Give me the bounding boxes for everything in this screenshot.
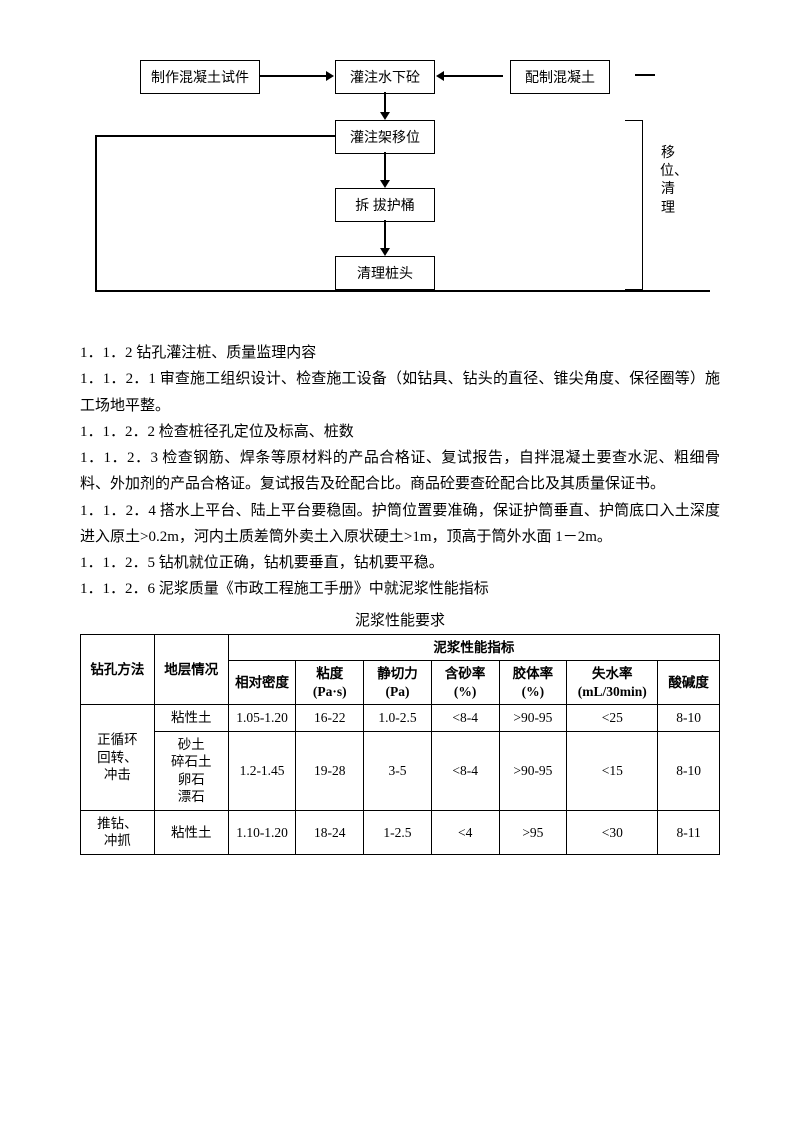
- flow-node-clean-pile-head: 清理桩头: [335, 256, 435, 290]
- cell: 3-5: [364, 731, 432, 810]
- flow-node-pour-underwater: 灌注水下砼: [335, 60, 435, 94]
- para-1-1-2-5: 1．1．2．5 钻机就位正确，钻机要垂直，钻机要平稳。: [80, 550, 720, 576]
- flow-bracket: [625, 120, 643, 290]
- cell: <15: [567, 731, 658, 810]
- cell: <25: [567, 705, 658, 732]
- col-density: 相对密度: [228, 661, 296, 705]
- para-1-1-2-3: 1．1．2．3 检查钢筋、焊条等原材料的产品合格证、复试报告，自拌混凝土要查水泥…: [80, 445, 720, 498]
- cell: >90-95: [499, 705, 567, 732]
- cell: <8-4: [431, 731, 499, 810]
- flow-edge: [443, 75, 503, 77]
- col-method: 钻孔方法: [81, 634, 155, 705]
- flow-mark: [635, 74, 655, 76]
- arrow-down-icon: [380, 248, 390, 256]
- arrow-down-icon: [380, 180, 390, 188]
- col-shear: 静切力(Pa): [364, 661, 432, 705]
- table-body: 正循环回转、冲击 粘性土 1.05-1.20 16-22 1.0-2.5 <8-…: [81, 705, 720, 855]
- col-soil: 地层情况: [154, 634, 228, 705]
- cell: 1.05-1.20: [228, 705, 296, 732]
- cell-soil: 砂土碎石土卵石漂石: [154, 731, 228, 810]
- flow-node-mix-concrete: 配制混凝土: [510, 60, 610, 94]
- table-head: 钻孔方法 地层情况 泥浆性能指标 相对密度 粘度(Pa·s) 静切力(Pa) 含…: [81, 634, 720, 705]
- flow-edge: [384, 92, 386, 114]
- cell-soil: 粘性土: [154, 705, 228, 732]
- table-row: 正循环回转、冲击 粘性土 1.05-1.20 16-22 1.0-2.5 <8-…: [81, 705, 720, 732]
- cell-soil: 粘性土: [154, 810, 228, 854]
- col-ph: 酸碱度: [658, 661, 720, 705]
- flow-edge: [95, 135, 97, 290]
- cell: 1.2-1.45: [228, 731, 296, 810]
- flowchart: 制作混凝土试件 灌注水下砼 配制混凝土 灌注架移位 拆 拔护桶 清理桩头 移位、…: [80, 60, 720, 320]
- flow-side-label: 移位、清理: [660, 145, 676, 218]
- cell: <30: [567, 810, 658, 854]
- cell: 18-24: [296, 810, 364, 854]
- para-1-1-2: 1．1．2 钻孔灌注桩、质量监理内容: [80, 340, 720, 366]
- cell: >95: [499, 810, 567, 854]
- flow-edge: [384, 152, 386, 182]
- arrow-down-icon: [380, 112, 390, 120]
- para-1-1-2-4: 1．1．2．4 搭水上平台、陆上平台要稳固。护筒位置要准确，保证护筒垂直、护筒底…: [80, 498, 720, 551]
- mud-performance-table: 钻孔方法 地层情况 泥浆性能指标 相对密度 粘度(Pa·s) 静切力(Pa) 含…: [80, 634, 720, 855]
- col-group-perf: 泥浆性能指标: [228, 634, 719, 661]
- cell: 1.10-1.20: [228, 810, 296, 854]
- flow-edge: [260, 75, 328, 77]
- cell-method: 推钻、冲抓: [81, 810, 155, 854]
- flow-node-make-specimen: 制作混凝土试件: [140, 60, 260, 94]
- para-1-1-2-1: 1．1．2．1 审查施工组织设计、检查施工设备（如钻具、钻头的直径、锥尖角度、保…: [80, 366, 720, 419]
- cell: 8-10: [658, 731, 720, 810]
- table-row: 钻孔方法 地层情况 泥浆性能指标: [81, 634, 720, 661]
- table-title: 泥浆性能要求: [80, 609, 720, 630]
- cell: 1-2.5: [364, 810, 432, 854]
- cell: >90-95: [499, 731, 567, 810]
- flow-edge: [95, 135, 335, 137]
- table-row: 推钻、冲抓 粘性土 1.10-1.20 18-24 1-2.5 <4 >95 <…: [81, 810, 720, 854]
- para-1-1-2-6: 1．1．2．6 泥浆质量《市政工程施工手册》中就泥浆性能指标: [80, 576, 720, 602]
- arrow-right-icon: [326, 71, 334, 81]
- col-gel: 胶体率(%): [499, 661, 567, 705]
- table-row: 砂土碎石土卵石漂石 1.2-1.45 19-28 3-5 <8-4 >90-95…: [81, 731, 720, 810]
- cell: 1.0-2.5: [364, 705, 432, 732]
- page: 制作混凝土试件 灌注水下砼 配制混凝土 灌注架移位 拆 拔护桶 清理桩头 移位、…: [0, 0, 800, 915]
- cell: 19-28: [296, 731, 364, 810]
- cell: <4: [431, 810, 499, 854]
- cell-method: 正循环回转、冲击: [81, 705, 155, 811]
- flow-node-remove-casing: 拆 拔护桶: [335, 188, 435, 222]
- col-viscosity: 粘度(Pa·s): [296, 661, 364, 705]
- cell: 8-10: [658, 705, 720, 732]
- flow-edge: [384, 220, 386, 250]
- col-sand: 含砂率(%): [431, 661, 499, 705]
- arrow-left-icon: [436, 71, 444, 81]
- col-waterloss: 失水率(mL/30min): [567, 661, 658, 705]
- para-1-1-2-2: 1．1．2．2 检查桩径孔定位及标高、桩数: [80, 419, 720, 445]
- cell: 8-11: [658, 810, 720, 854]
- cell: <8-4: [431, 705, 499, 732]
- cell: 16-22: [296, 705, 364, 732]
- flow-edge: [95, 290, 710, 292]
- flow-node-move-frame: 灌注架移位: [335, 120, 435, 154]
